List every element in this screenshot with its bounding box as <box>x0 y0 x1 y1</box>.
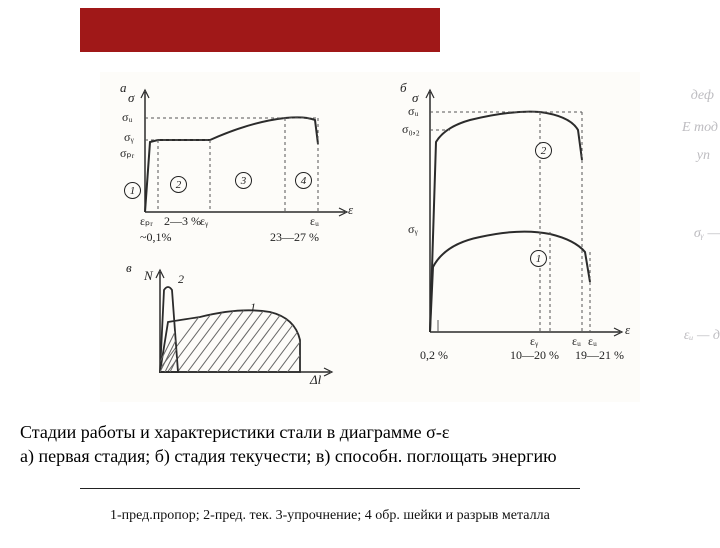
chart-a-xtick-eu: εᵤ <box>310 214 319 229</box>
chart-a-panel-label: а <box>120 80 127 96</box>
chart-b-stage-1: 1 <box>530 250 547 267</box>
chart-b-ylabel-sigmau: σᵤ <box>408 104 418 119</box>
chart-b-range1: 0,2 % <box>420 348 448 363</box>
chart-c-curve1-label: 1 <box>250 300 256 315</box>
chart-b-xtick-eu2: εᵤ <box>588 334 597 349</box>
chart-b-panel-label: б <box>400 80 407 96</box>
chart-b-xtick-ey: εᵧ <box>530 334 538 349</box>
chart-a-xtick-ey: εᵧ <box>200 214 208 229</box>
chart-a-range2: 2—3 % <box>164 214 201 229</box>
chart-a-stage-4: 4 <box>295 172 312 189</box>
chart-a-range1: ~0,1% <box>140 230 172 245</box>
chart-a-ylabel-sigmapr: σₚᵣ <box>120 146 134 161</box>
divider-line <box>80 488 580 489</box>
chart-a-stage-1: 1 <box>124 182 141 199</box>
margin-scribble: дeф <box>691 88 714 104</box>
chart-c-curve2-label: 2 <box>178 272 184 287</box>
header-bar <box>80 8 440 52</box>
chart-a-xtick-epr: εₚᵣ <box>140 214 153 229</box>
chart-b-stage-2: 2 <box>535 142 552 159</box>
chart-a-ylabel-sigmay: σᵧ <box>124 130 134 145</box>
margin-scribble: уп <box>697 148 710 164</box>
chart-b-range3: 19—21 % <box>575 348 624 363</box>
margin-scribble: εᵤ — д <box>684 328 720 344</box>
margin-scribble: Е тод <box>682 120 718 136</box>
chart-a-stage-2: 2 <box>170 176 187 193</box>
footnote: 1-пред.пропор; 2-пред. тек. 3-упрочнение… <box>110 508 550 524</box>
chart-c-ylabel: N <box>144 268 153 284</box>
chart-b-xlabel: ε <box>625 322 630 338</box>
margin-scribble: σᵧ — <box>694 226 720 242</box>
chart-b <box>390 72 640 372</box>
caption-line1: Стадии работы и характеристики стали в д… <box>20 420 720 444</box>
caption-line2: а) первая стадия; б) стадия текучести; в… <box>20 444 720 468</box>
chart-a-ylabel-sigma: σ <box>128 90 134 106</box>
chart-c-panel-label: в <box>126 260 132 276</box>
chart-a-range3: 23—27 % <box>270 230 319 245</box>
figure-area: а σ σᵤ σᵧ σₚᵣ ε εₚᵣ εᵧ εᵤ ~0,1% 2—3 % 23… <box>100 72 640 402</box>
chart-b-ylabel-sigmay: σᵧ <box>408 222 418 237</box>
chart-a-xlabel: ε <box>348 202 353 218</box>
chart-a-stage-3: 3 <box>235 172 252 189</box>
chart-c-xlabel: Δl <box>310 372 321 388</box>
chart-b-ylabel-sigma02: σ₀,₂ <box>402 122 420 137</box>
chart-b-xtick-eu1: εᵤ <box>572 334 581 349</box>
chart-a-ylabel-sigmau: σᵤ <box>122 110 132 125</box>
chart-b-range2: 10—20 % <box>510 348 559 363</box>
caption: Стадии работы и характеристики стали в д… <box>20 420 720 469</box>
